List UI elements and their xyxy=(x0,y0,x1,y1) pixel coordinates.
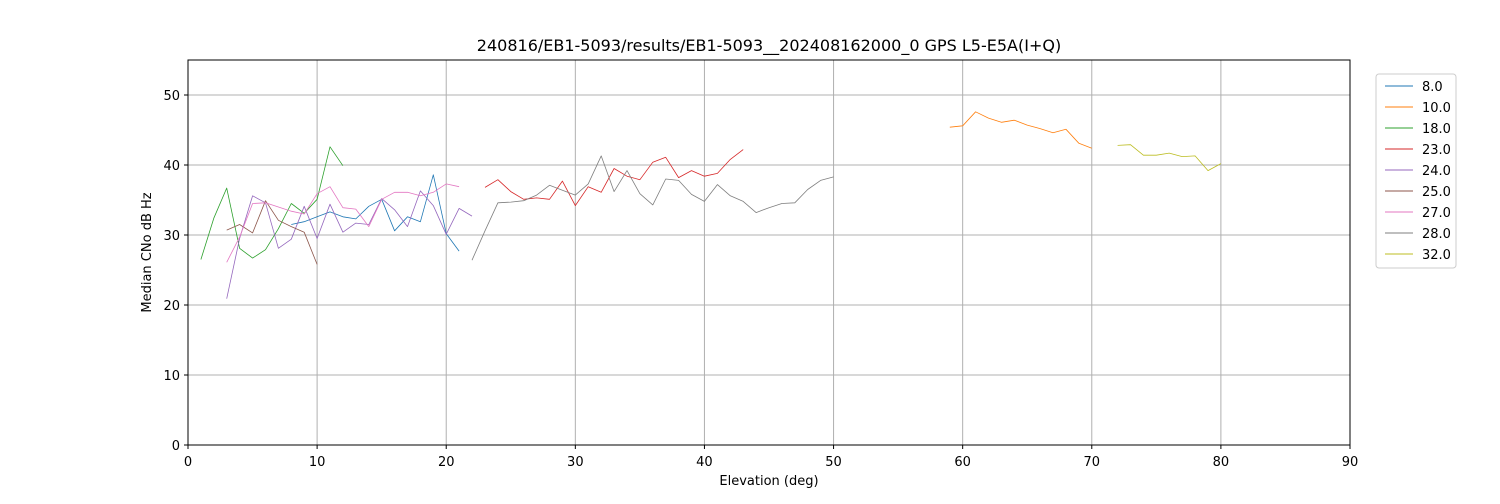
x-axis-label: Elevation (deg) xyxy=(719,474,818,489)
series-line-27.0 xyxy=(226,183,460,263)
x-tick-label: 60 xyxy=(954,455,971,470)
y-tick-label: 20 xyxy=(163,299,180,314)
series-line-24.0 xyxy=(226,190,473,299)
y-tick-label: 30 xyxy=(163,229,180,244)
legend-label: 10.0 xyxy=(1422,101,1451,116)
y-tick-label: 50 xyxy=(163,89,180,104)
legend-label: 23.0 xyxy=(1422,143,1451,158)
x-tick-label: 20 xyxy=(438,455,455,470)
series-lines xyxy=(200,111,1222,299)
legend-label: 28.0 xyxy=(1422,227,1451,242)
x-tick-label: 50 xyxy=(825,455,842,470)
grid xyxy=(187,60,1351,446)
series-line-25.0 xyxy=(226,200,318,265)
x-tick-label: 0 xyxy=(184,455,192,470)
x-tick-label: 40 xyxy=(696,455,713,470)
legend-label: 25.0 xyxy=(1422,185,1451,200)
legend-label: 32.0 xyxy=(1422,248,1451,263)
series-line-32.0 xyxy=(1117,144,1222,172)
legend-label: 8.0 xyxy=(1422,80,1443,95)
y-axis-label: Median CNo dB Hz xyxy=(140,192,155,312)
legend: 8.0 10.0 18.0 23.0 24.0 25.0 27.0 28.0 32.0 xyxy=(1375,73,1457,269)
y-tick-label: 0 xyxy=(172,439,180,454)
legend-label: 24.0 xyxy=(1422,164,1451,179)
axes: 0 10 20 30 40 50 60 70 80 90 0 10 20 30 40 50 xyxy=(163,89,1358,470)
y-tick-label: 40 xyxy=(163,159,180,174)
y-tick-label: 10 xyxy=(163,369,180,384)
series-line-8.0 xyxy=(291,174,460,252)
series-line-18.0 xyxy=(200,146,344,260)
plot-frame xyxy=(187,59,1351,446)
series-line-10.0 xyxy=(949,111,1092,149)
x-tick-label: 70 xyxy=(1084,455,1101,470)
legend-label: 27.0 xyxy=(1422,206,1451,221)
legend-label: 18.0 xyxy=(1422,122,1451,137)
x-tick-label: 80 xyxy=(1213,455,1230,470)
x-tick-label: 30 xyxy=(567,455,584,470)
chart-title: 240816/EB1-5093/results/EB1-5093__202408… xyxy=(477,36,1061,56)
legend-frame xyxy=(1375,73,1457,269)
series-line-28.0 xyxy=(471,155,834,261)
x-tick-label: 10 xyxy=(309,455,326,470)
x-tick-label: 90 xyxy=(1342,455,1359,470)
